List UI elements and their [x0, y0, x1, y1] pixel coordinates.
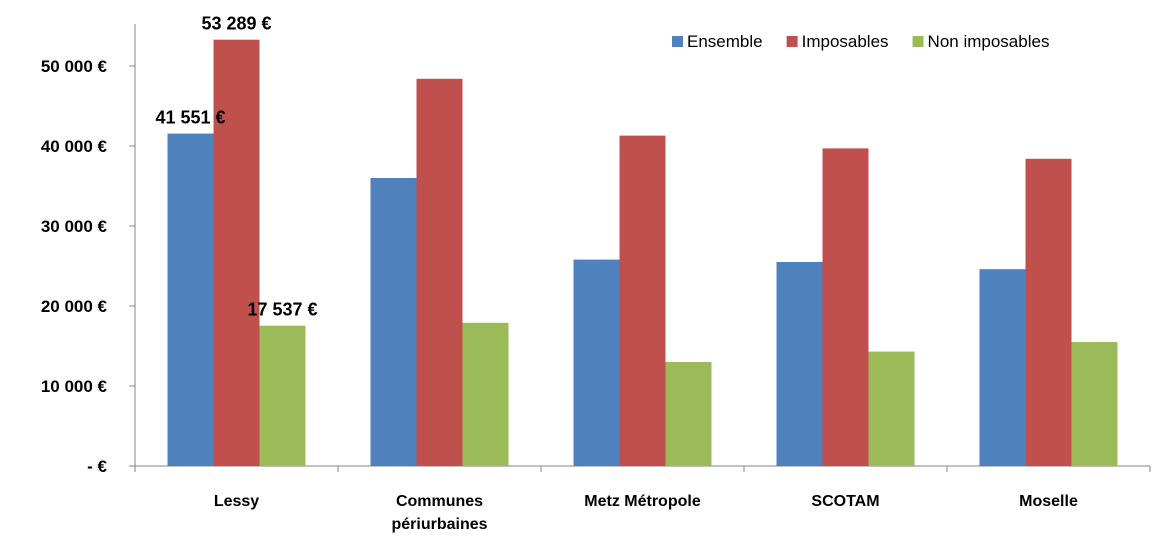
chart-labels: Lessy Communes périurbaines Metz Métropole S… [155, 14, 1077, 533]
chart-legend: Ensemble Imposables Non imposables [672, 32, 1049, 51]
bar-ensemble [370, 178, 417, 466]
y-tick-label: 40 000 € [41, 137, 108, 156]
bar-non-imposables [1071, 342, 1118, 466]
data-label: 53 289 € [201, 14, 271, 34]
bar-imposables [1025, 158, 1072, 467]
bar-non-imposables [462, 322, 509, 466]
legend-swatch [786, 36, 798, 47]
x-category-label: Lessy [214, 493, 259, 510]
y-tick-label: - € [87, 457, 107, 476]
bar-ensemble [573, 259, 620, 466]
bar-non-imposables [665, 362, 712, 466]
bar-ensemble [776, 262, 823, 466]
y-tick-label: 30 000 € [41, 217, 108, 236]
data-label: 41 551 € [155, 108, 225, 128]
bar-non-imposables [868, 351, 915, 466]
y-tick-label: 10 000 € [41, 377, 108, 396]
x-category-label: périurbaines [391, 516, 487, 533]
x-category-label: SCOTAM [811, 493, 879, 510]
chart-bars [167, 39, 1118, 467]
bar-imposables [213, 39, 260, 467]
x-category-label: Metz Métropole [584, 493, 701, 510]
bar-imposables [822, 148, 869, 466]
y-tick-label: 20 000 € [41, 297, 108, 316]
x-category-label: Moselle [1019, 493, 1078, 510]
bar-imposables [416, 78, 463, 467]
legend-label: Imposables [802, 32, 889, 51]
legend-swatch [912, 36, 924, 47]
legend-label: Ensemble [687, 32, 763, 51]
x-category-label: Communes [396, 493, 483, 510]
bar-ensemble [979, 269, 1026, 466]
data-label: 17 537 € [247, 300, 317, 320]
bar-non-imposables [259, 325, 306, 466]
legend-label: Non imposables [928, 32, 1050, 51]
y-tick-label: 50 000 € [41, 57, 108, 76]
bar-imposables [619, 135, 666, 466]
legend-swatch [672, 36, 683, 47]
bar-ensemble [167, 133, 214, 467]
